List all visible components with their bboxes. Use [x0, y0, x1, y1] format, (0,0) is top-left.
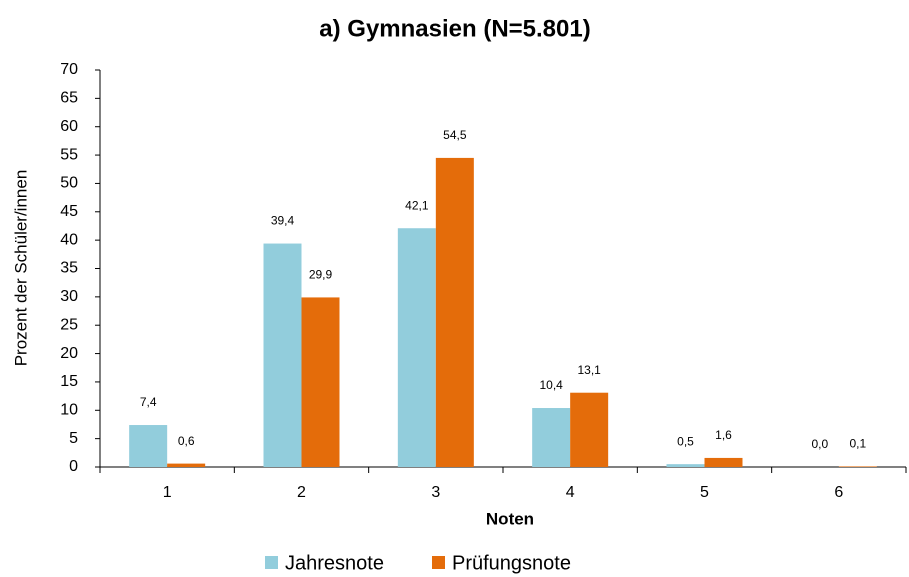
y-tick-label: 50: [60, 175, 78, 192]
value-label: 29,9: [309, 268, 333, 282]
y-tick-label: 70: [60, 61, 78, 78]
x-tick-label: 3: [431, 484, 440, 501]
x-tick-label: 1: [163, 484, 172, 501]
value-label: 13,1: [577, 363, 601, 377]
legend-swatch: [432, 556, 445, 569]
value-label: 0,5: [677, 434, 694, 448]
bar: [129, 425, 168, 467]
value-label: 0,0: [811, 437, 828, 451]
y-tick-label: 25: [60, 316, 78, 333]
bar: [167, 463, 206, 467]
y-tick-label: 20: [60, 345, 78, 362]
bar: [397, 228, 436, 467]
bar: [838, 466, 877, 467]
y-tick-label: 15: [60, 373, 78, 390]
y-tick-label: 40: [60, 231, 78, 248]
value-label: 10,4: [539, 378, 563, 392]
bar: [532, 408, 571, 467]
legend-label: Prüfungsnote: [452, 552, 571, 574]
value-label: 54,5: [443, 128, 467, 142]
chart-title: a) Gymnasien (N=5.801): [319, 15, 590, 42]
y-tick-label: 65: [60, 90, 78, 107]
y-tick-label: 60: [60, 118, 78, 135]
bar: [666, 464, 705, 467]
bar: [301, 297, 340, 467]
x-tick-label: 4: [566, 484, 575, 501]
value-label: 7,4: [140, 395, 157, 409]
legend-swatch: [265, 556, 278, 569]
value-label: 0,1: [849, 437, 866, 451]
y-tick-label: 55: [60, 146, 78, 163]
bar: [263, 243, 302, 467]
y-tick-label: 5: [69, 430, 78, 447]
y-tick-label: 0: [69, 458, 78, 475]
y-axis-label: Prozent der Schüler/innen: [11, 170, 30, 367]
legend-label: Jahresnote: [285, 552, 384, 574]
x-tick-label: 6: [834, 484, 843, 501]
y-tick-label: 45: [60, 203, 78, 220]
x-tick-label: 2: [297, 484, 306, 501]
y-tick-label: 10: [60, 402, 78, 419]
value-label: 1,6: [715, 428, 732, 442]
y-tick-label: 35: [60, 260, 78, 277]
y-tick-label: 30: [60, 288, 78, 305]
bar: [435, 157, 474, 467]
value-label: 42,1: [405, 198, 429, 212]
x-tick-label: 5: [700, 484, 709, 501]
bar: [570, 392, 609, 467]
x-axis-label: Noten: [486, 509, 534, 528]
value-label: 39,4: [271, 214, 295, 228]
value-label: 0,6: [178, 434, 195, 448]
bar: [704, 457, 743, 467]
